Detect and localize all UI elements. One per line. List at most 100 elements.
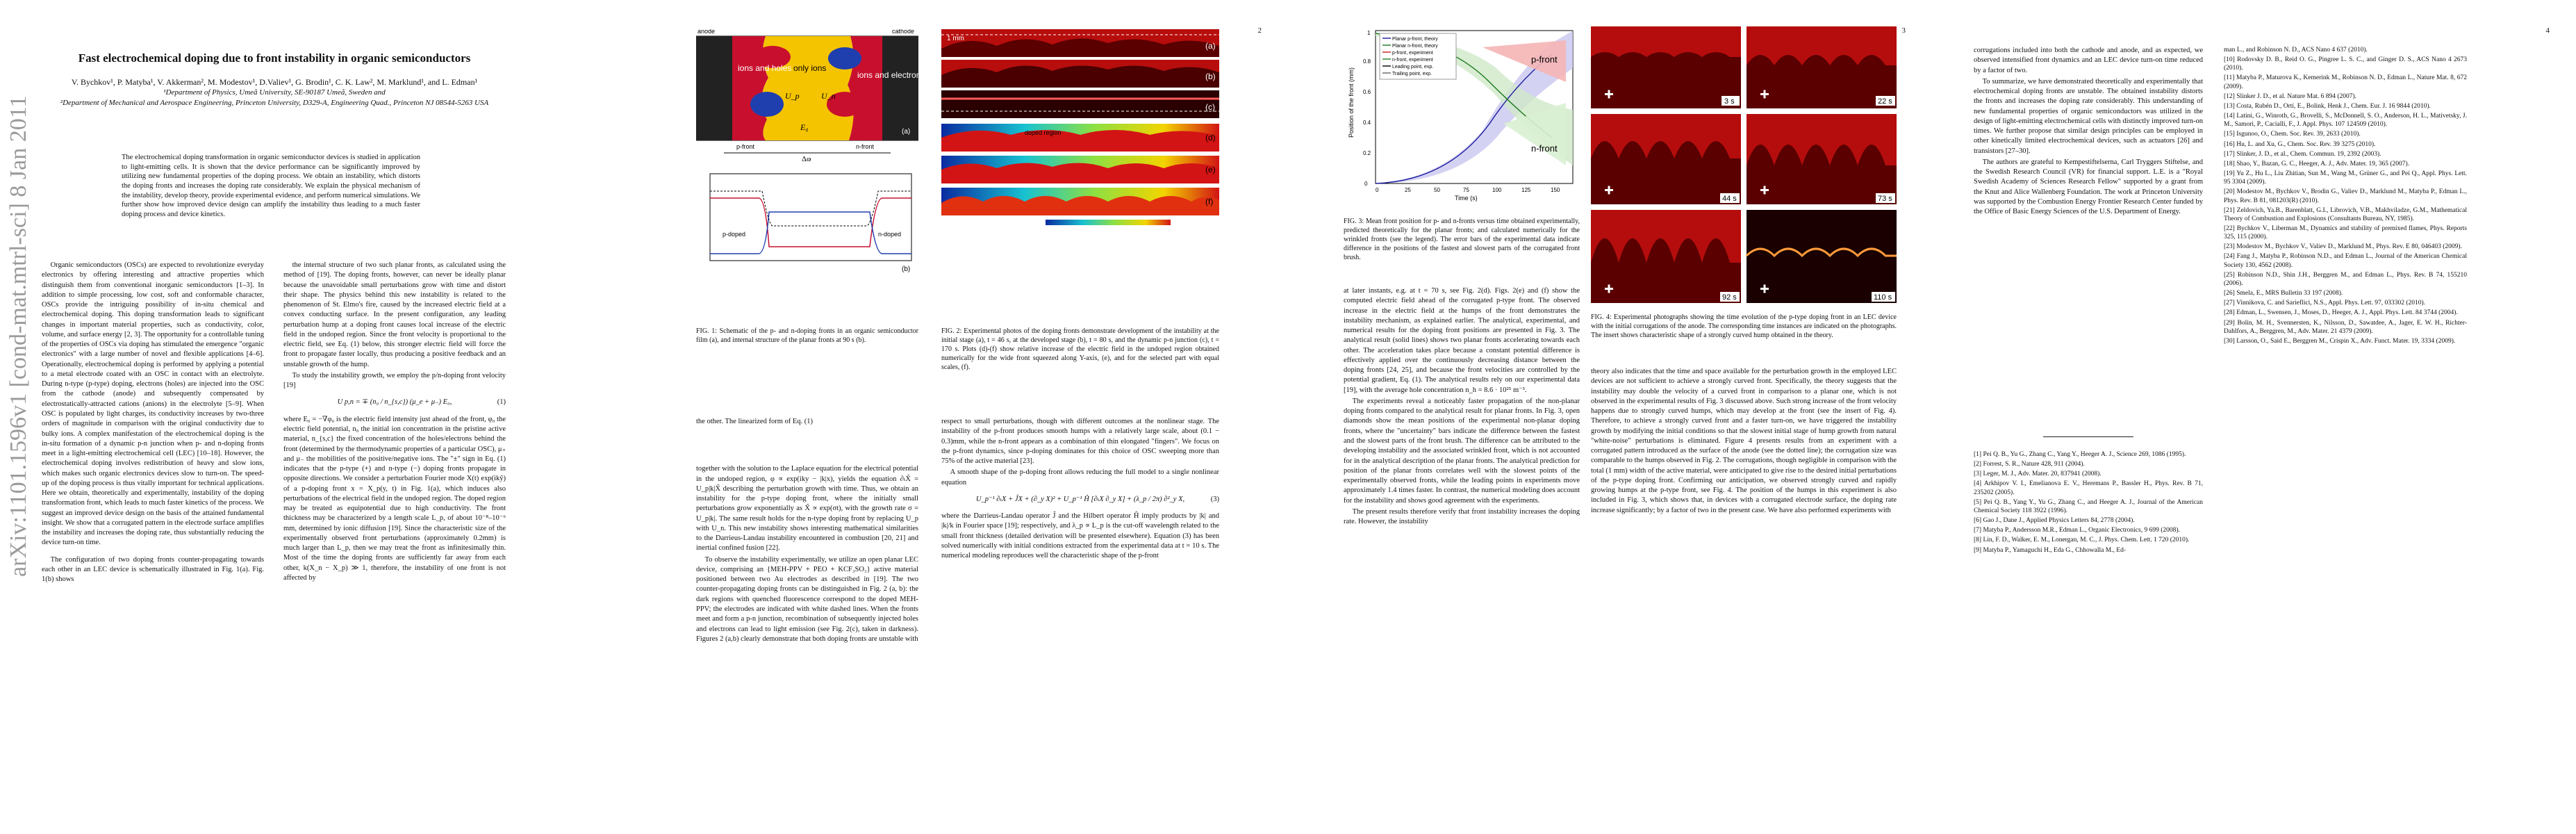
paragraph: The configuration of two doping fronts c… bbox=[42, 555, 264, 584]
panel-d-label: (d) bbox=[1205, 133, 1216, 142]
page-2: 2 anode cathode ions and holes only ions… bbox=[644, 0, 1288, 834]
reference-item: [26] Smela, E., MRS Bulletin 33 197 (200… bbox=[2224, 290, 2343, 297]
author-block: V. Bychkov¹, P. Matyba¹, V. Akkerman², M… bbox=[42, 76, 507, 108]
figure-3: p-front n-front Time (s) Position of the… bbox=[1344, 26, 1580, 211]
only-ions-label: only ions bbox=[793, 63, 826, 73]
reference-item: man L., and Robinson N. D., ACS Nano 4 6… bbox=[2224, 47, 2368, 54]
x-tick-label: 0 bbox=[1376, 187, 1379, 193]
reference-item: [9] Matyba P., Yamaguchi H., Eda G., Chh… bbox=[1974, 546, 2127, 554]
equation-1: U p,n = ∓ (n₀ / n_{s,c}) (μ_e + μ₋) E₀, … bbox=[283, 398, 506, 407]
figure-4: 3 s 22 s 44 s 73 s 92 s 110 s bbox=[1591, 26, 1897, 304]
time-label: 44 s bbox=[1722, 195, 1737, 203]
paragraph: theory also indicates that the time and … bbox=[1591, 368, 1897, 514]
paper-title: Fast electrochemical doping due to front… bbox=[78, 51, 471, 65]
equation-body: U p,n = ∓ (n₀ / n_{s,c}) (μ_e + μ₋) E₀, bbox=[337, 398, 452, 407]
reference-item: [10] Rodovsky D. B., Reid O. G., Pingree… bbox=[2224, 56, 2467, 72]
reference-item: [3] Leger, M. J., Adv. Mater. 20, 837941… bbox=[1974, 471, 2102, 478]
figure-1b: p-doped n-doped (b) bbox=[696, 170, 918, 275]
n-front-label: n-front bbox=[1531, 143, 1558, 154]
x-tick-label: 75 bbox=[1463, 187, 1469, 193]
column-right: the internal structure of two such plana… bbox=[283, 261, 506, 817]
divider bbox=[2043, 436, 2133, 437]
p-front-label: p-front bbox=[736, 143, 755, 150]
reference-item: [21] Zeldovich, Ya.B., Barenblatt, G.I.,… bbox=[2224, 206, 2467, 222]
paragraph: at later instants, e.g. at t = 70 s, see… bbox=[1344, 287, 1580, 394]
paragraph: The experiments reveal a noticeably fast… bbox=[1344, 397, 1580, 505]
reference-item: [11] Matyba P., Maturova K., Kemerink M.… bbox=[2224, 74, 2467, 90]
equation-2 bbox=[696, 434, 918, 457]
y-tick-label: 0.2 bbox=[1363, 150, 1371, 156]
panel-c-label: (c) bbox=[1205, 102, 1215, 112]
figure-1a-schematic: anode cathode ions and holes only ions i… bbox=[695, 28, 925, 163]
figure-4-photos: 3 s 22 s 44 s 73 s 92 s 110 s bbox=[1591, 26, 1897, 303]
dphi-label: Δφ bbox=[802, 155, 811, 161]
figure-1b-profile-plot: p-doped n-doped (b) bbox=[709, 173, 912, 273]
reference-item: [4] Arkhipov V. I., Emelianova E. V., He… bbox=[1974, 480, 2203, 496]
anode-label: anode bbox=[697, 29, 715, 35]
affiliation-2: ²Department of Mechanical and Aerospace … bbox=[60, 99, 489, 108]
legend-entry: Planar n-front, theory bbox=[1392, 44, 1438, 49]
reference-item: [8] Lin, F. D., Walker, E. M., Lonergan,… bbox=[1974, 537, 2190, 544]
e0-label: E₀ bbox=[800, 122, 809, 132]
paragraph: To summarize, we have demonstrated theor… bbox=[1974, 77, 2203, 155]
reference-item: [1] Pei Q. B., Yu G., Zhang C., Yang Y.,… bbox=[1974, 451, 2186, 458]
legend-entry: Planar p-front, theory bbox=[1392, 37, 1438, 42]
paragraph: together with the solution to the Laplac… bbox=[696, 465, 918, 553]
time-label: 110 s bbox=[1874, 293, 1892, 302]
panel-b-label: (b) bbox=[902, 265, 910, 273]
time-label: 73 s bbox=[1878, 195, 1892, 203]
reference-item: [23] Modestov M., Bychkov V., Valiev D.,… bbox=[2224, 243, 2462, 251]
y-tick-label: 0 bbox=[1364, 181, 1368, 187]
reference-item: [28] Edman, L., Swensen, J., Moses, D., … bbox=[2224, 309, 2458, 317]
paragraph: To observe the instability experimentall… bbox=[696, 555, 918, 643]
paragraph: Organic semiconductors (OSCs) are expect… bbox=[42, 261, 264, 547]
figure-1a: anode cathode ions and holes only ions i… bbox=[695, 28, 925, 163]
p-doped-label: p-doped bbox=[723, 231, 745, 238]
n-doped-label: n-doped bbox=[878, 231, 901, 238]
column-right: theory also indicates that the time and … bbox=[1591, 367, 1897, 821]
ions-electrons-label: ions and electrons bbox=[857, 70, 918, 80]
legend-entry: p-front, experiment bbox=[1392, 51, 1433, 56]
paragraph: the other. The linearized form of Eq. (1… bbox=[696, 418, 814, 425]
time-label: 22 s bbox=[1878, 97, 1892, 106]
figure-2: 1 mm (a) (b) (c) doped region (d) (e) (f… bbox=[941, 29, 1219, 307]
equation-number: (1) bbox=[497, 398, 506, 407]
paragraph: where E₀ = −∇φ₀ is the electric field in… bbox=[283, 415, 506, 582]
paragraph: The authors are grateful to Kempestiftel… bbox=[1974, 158, 2203, 216]
panel-f-label: (f) bbox=[1205, 197, 1213, 206]
reference-item: [30] Larsson, O., Said E., Berggren M., … bbox=[2224, 337, 2456, 345]
colorbar bbox=[1046, 220, 1171, 225]
legend-entry: n-front, experiment bbox=[1392, 58, 1433, 63]
p-front-label: p-front bbox=[1531, 54, 1558, 65]
figure-2-caption: FIG. 2: Experimental photos of the dopin… bbox=[941, 327, 1219, 371]
arxiv-stamp: arXiv:1101.1596v1 [cond-mat.mtrl-sci] 8 … bbox=[6, 95, 31, 577]
paragraph: To study the instability growth, we empl… bbox=[283, 371, 506, 390]
panel-e-label: (e) bbox=[1205, 165, 1216, 174]
reference-item: [14] Latini, G., Winroth, G., Brovelli, … bbox=[2224, 113, 2467, 129]
paragraph: the internal structure of two such plana… bbox=[283, 261, 506, 368]
page-number: 4 bbox=[2545, 26, 2550, 35]
time-label: 92 s bbox=[1722, 293, 1737, 302]
panel-a-label: (a) bbox=[902, 128, 910, 136]
x-tick-label: 125 bbox=[1521, 187, 1531, 193]
reference-item: [20] Modestov M., Bychkov V., Brodin G.,… bbox=[2224, 188, 2467, 204]
abstract: The electrochemical doping transformatio… bbox=[122, 154, 421, 218]
equation-number: (3) bbox=[1210, 495, 1219, 503]
reference-item: [12] Slinker J. D., et al. Nature Mat. 6… bbox=[2224, 92, 2357, 100]
column-left: Organic semiconductors (OSCs) are expect… bbox=[42, 261, 264, 817]
paragraph: respect to small perturbations, though w… bbox=[941, 418, 1219, 466]
cathode-label: cathode bbox=[892, 29, 914, 35]
reference-item: [2] Forrest, S. R., Nature 428, 911 (200… bbox=[1974, 461, 2085, 468]
reference-item: [25] Robinson N.D., Shin J.H., Berggren … bbox=[2224, 271, 2467, 287]
page-3: 3 p-front n-front Time (s) Position of t… bbox=[1288, 0, 1932, 834]
figure-3-chart: p-front n-front Time (s) Position of the… bbox=[1348, 30, 1574, 202]
y-tick-label: 0.6 bbox=[1363, 89, 1371, 95]
reference-item: [16] Hu, L. and Xu, G., Chem. Soc. Rev. … bbox=[2224, 140, 2376, 148]
reference-item: [17] Slinker, J. D., et al., Chem. Commu… bbox=[2224, 150, 2381, 158]
figure-4-caption: FIG. 4: Experimental photographs showing… bbox=[1591, 313, 1897, 339]
reference-item: [5] Pei Q. B., Yang Y., Yu G., Zhang C.,… bbox=[1974, 498, 2203, 514]
time-label: 3 s bbox=[1724, 97, 1735, 106]
y-axis-label: Position of the front (mm) bbox=[1348, 67, 1355, 138]
up-label: U_p bbox=[785, 91, 800, 101]
column-left: corrugations included into both the cath… bbox=[1974, 46, 2203, 435]
